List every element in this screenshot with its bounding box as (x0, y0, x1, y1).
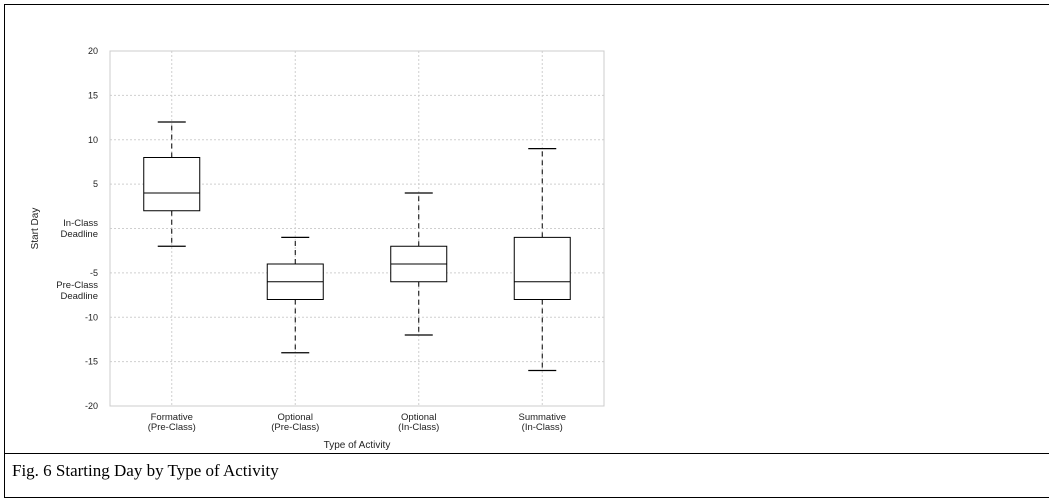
box-group (513, 148, 571, 372)
x-tick-label: Optional (401, 412, 436, 423)
y-tick-label: -15 (85, 357, 98, 367)
boxes (143, 121, 571, 372)
y-tick-label: 5 (93, 179, 98, 189)
x-tick-label: (Pre-Class) (148, 422, 196, 433)
x-tick-label: Formative (151, 412, 193, 423)
y-tick-label: -5 (90, 268, 98, 278)
y-tick-label: 15 (88, 90, 98, 100)
box-group (266, 236, 324, 354)
y-deadline-label: Pre-Class (56, 280, 98, 291)
x-tick-labels: Formative(Pre-Class)Optional(Pre-Class)O… (148, 412, 566, 433)
y-deadline-label: In-Class (63, 218, 98, 229)
box-group (390, 192, 448, 336)
y-tick-label: 10 (88, 135, 98, 145)
y-tick-label: 20 (88, 46, 98, 56)
box-group (143, 121, 201, 247)
figure-frame (4, 4, 1049, 498)
x-axis-label: Type of Activity (324, 440, 391, 451)
x-tick-label: (In-Class) (398, 422, 439, 433)
figure-caption: Fig. 6 Starting Day by Type of Activity (12, 461, 279, 480)
y-tick-label: -20 (85, 401, 98, 411)
iqr-box (513, 236, 571, 300)
y-deadline-label: Deadline (61, 291, 99, 302)
caption-cell: Fig. 6 Starting Day by Type of Activity (4, 453, 1049, 498)
y-deadline-label: Deadline (61, 229, 99, 240)
y-axis-label: Start Day (30, 208, 41, 250)
plot-area (109, 50, 605, 407)
iqr-box (143, 157, 201, 212)
x-tick-label: Summative (518, 412, 566, 423)
y-tick-label: -10 (85, 312, 98, 322)
grid-lines (110, 50, 604, 407)
x-tick-label: (Pre-Class) (271, 422, 319, 433)
x-tick-label: Optional (278, 412, 313, 423)
x-tick-label: (In-Class) (522, 422, 563, 433)
y-tick-labels: 20 15 10 5 -5 -10 -15 -20 (85, 46, 98, 411)
